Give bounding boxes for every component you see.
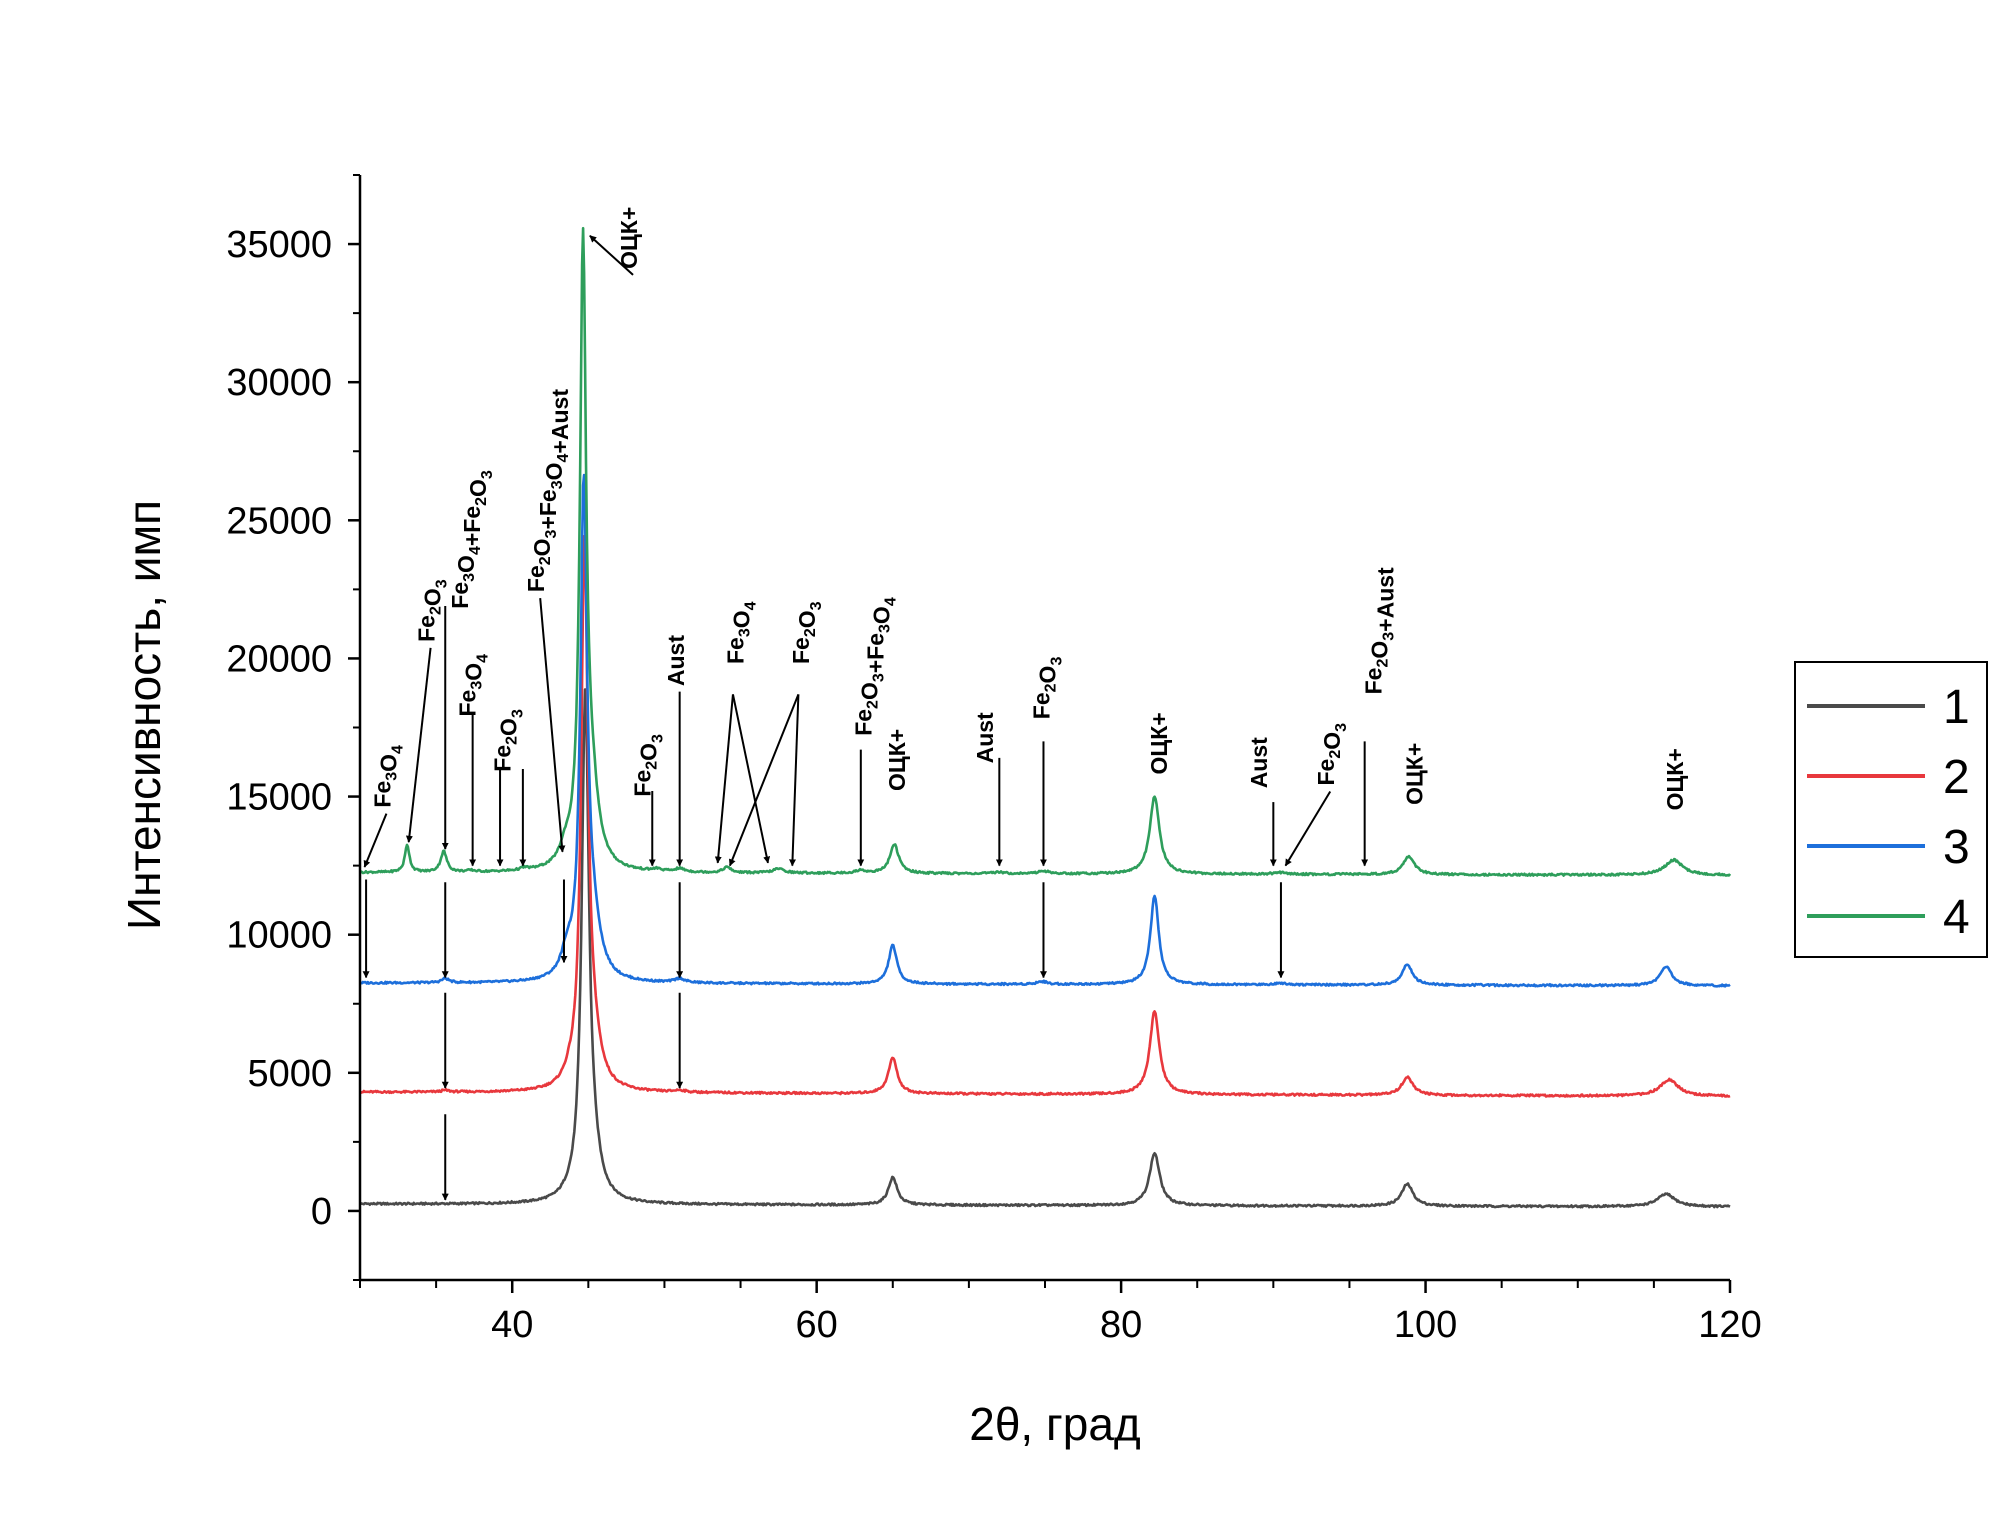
legend-label-3: 3 (1943, 821, 1970, 874)
series-layer (359, 226, 1732, 1209)
y-tick-label: 20000 (226, 638, 332, 680)
annotation-label: Fe3O4 (369, 745, 406, 808)
legend-label-1: 1 (1943, 681, 1970, 734)
annotation-arrow (589, 235, 634, 276)
y-tick-label: 25000 (226, 500, 332, 542)
annotation-arrow (714, 694, 734, 864)
annotation-label: Fe3O4 (455, 654, 492, 717)
annotation-label: Fe2O3 (1313, 723, 1350, 786)
annotation-label: Fe2O3+Aust (1360, 567, 1398, 694)
series-line-4 (359, 226, 1732, 878)
annotation-arrow (1284, 790, 1332, 867)
legend-box (1794, 661, 1988, 958)
annotation-arrow (728, 693, 800, 867)
annotation-label: Fe2O3 (490, 709, 527, 772)
annotation-label: Fe2O3 (1029, 657, 1066, 720)
annotation-label: Fe2O3+Fe3O4+Aust (523, 389, 573, 592)
annotation-label: ОЦК+ (616, 207, 642, 269)
series-line-2 (359, 534, 1731, 1098)
annotation-label: Fe2O3 (788, 601, 825, 664)
x-tick-label: 120 (1698, 1304, 1761, 1346)
annotation-label: Fe2O3 (630, 734, 667, 797)
x-tick-label: 100 (1394, 1304, 1457, 1346)
legend-label-4: 4 (1943, 891, 1970, 944)
annotation-label: ОЦК+ (1146, 712, 1172, 774)
y-tick-label: 5000 (247, 1053, 332, 1095)
annotation-label: Aust (1246, 737, 1272, 788)
y-tick-label: 15000 (226, 777, 332, 819)
annotation-arrow (539, 598, 566, 853)
annotation-arrow (363, 813, 388, 868)
annotation-layer: Fe3O4Fe2O3Fe3O4+Fe2O3Fe3O4Fe2O3Fe2O3+Fe3… (362, 207, 1688, 1201)
annotation-arrow (789, 694, 800, 867)
annotation-label: Fe2O3+Fe3O4 (851, 597, 900, 736)
annotation-label: Fe3O4+Fe2O3 (447, 470, 496, 609)
y-axis-title: Интенсивность, имп (118, 500, 170, 930)
axes-layer: 0 5000 10000 15000 20000 25000 30000 35000 40 60 8… (226, 174, 1762, 1346)
y-tick-label: 10000 (226, 915, 332, 957)
x-axis-title: 2θ, град (969, 1398, 1141, 1450)
x-tick-label: 80 (1100, 1304, 1142, 1346)
x-tick-label: 40 (491, 1304, 533, 1346)
series-line-3 (359, 473, 1731, 988)
annotation-label: ОЦК+ (884, 729, 910, 791)
series-line-1 (359, 688, 1731, 1209)
annotation-label: Aust (972, 712, 998, 763)
legend: 1 2 3 4 (1794, 661, 1988, 958)
y-tick-label: 0 (311, 1191, 332, 1233)
x-tick-label: 60 (796, 1304, 838, 1346)
annotation-label: Fe3O4 (723, 601, 760, 664)
y-tick-label: 30000 (226, 362, 332, 404)
annotation-label: ОЦК+ (1402, 743, 1428, 805)
legend-label-2: 2 (1943, 751, 1970, 804)
annotation-arrow (731, 694, 771, 864)
annotation-label: ОЦК+ (1662, 748, 1688, 810)
y-tick-label: 35000 (226, 224, 332, 266)
annotation-label: Aust (663, 635, 689, 686)
annotation-label: Fe2O3 (414, 579, 451, 642)
annotation-arrow (405, 647, 432, 843)
